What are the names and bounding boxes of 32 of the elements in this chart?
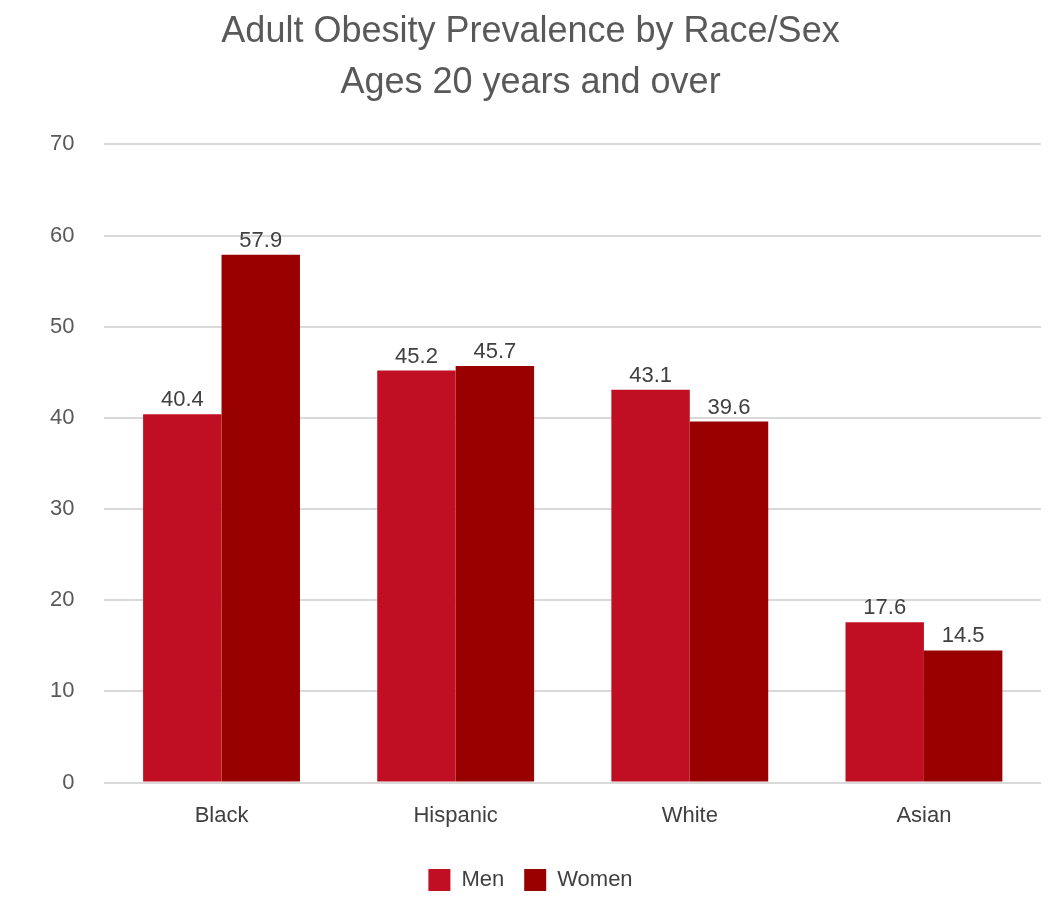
data-label: 45.2 bbox=[395, 342, 438, 368]
y-tick-label: 60 bbox=[49, 221, 75, 247]
bar bbox=[221, 254, 300, 782]
data-label: 45.7 bbox=[473, 338, 517, 364]
x-tick-label: Hispanic bbox=[413, 801, 498, 827]
y-tick-label: 0 bbox=[62, 768, 75, 794]
bar bbox=[611, 389, 690, 782]
y-tick-label: 30 bbox=[49, 495, 75, 521]
bar bbox=[923, 650, 1003, 782]
y-tick-label: 10 bbox=[49, 677, 75, 703]
x-tick-label: White bbox=[661, 801, 718, 827]
y-tick-label: 20 bbox=[49, 586, 75, 612]
legend-label: Men bbox=[461, 866, 505, 892]
data-label: 14.5 bbox=[941, 622, 985, 648]
y-tick-label: 70 bbox=[49, 130, 75, 156]
y-tick-label: 40 bbox=[49, 403, 75, 429]
x-tick-label: Asian bbox=[896, 801, 952, 827]
x-tick-label: Black bbox=[194, 801, 250, 827]
bar bbox=[143, 414, 222, 782]
data-label: 57.9 bbox=[239, 226, 283, 252]
y-tick-label: 50 bbox=[49, 312, 75, 338]
bar bbox=[845, 622, 924, 782]
bar bbox=[455, 365, 535, 782]
data-label: 40.4 bbox=[160, 386, 204, 412]
bar bbox=[377, 370, 456, 782]
chart-subtitle: Ages 20 years and over bbox=[340, 59, 721, 101]
legend-label: Women bbox=[557, 866, 633, 892]
data-label: 39.6 bbox=[707, 393, 751, 419]
data-label: 17.6 bbox=[863, 594, 907, 620]
chart-title: Adult Obesity Prevalence by Race/Sex bbox=[221, 8, 840, 50]
data-label: 43.1 bbox=[629, 361, 672, 387]
bar bbox=[689, 421, 769, 782]
